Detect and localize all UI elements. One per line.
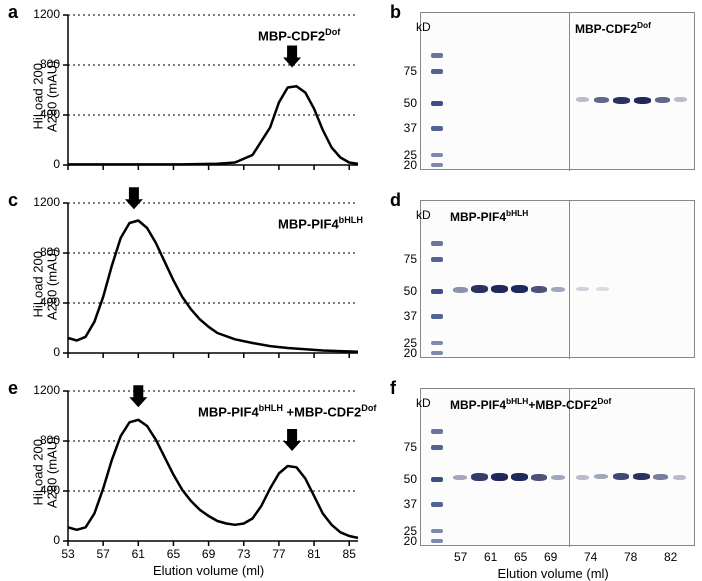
gel-title: MBP-PIF4bHLH+MBP-CDF2Dof (450, 396, 611, 412)
peak-arrow (283, 429, 301, 451)
peak-arrow (125, 187, 143, 209)
mw-marker-label: 50 (404, 284, 417, 298)
y-tick-label: 1200 (33, 7, 60, 21)
x-tick-label: 61 (128, 547, 148, 561)
mw-marker-label: 20 (404, 346, 417, 360)
x-tick-label: 53 (58, 547, 78, 561)
y-tick-label: 0 (53, 533, 60, 547)
mw-marker-label: 75 (404, 64, 417, 78)
chart-title: MBP-PIF4bHLH +MBP-CDF2Dof (198, 403, 376, 419)
x-tick-label: 81 (304, 547, 324, 561)
gel-x-tick: 57 (454, 550, 467, 564)
y-tick-label: 0 (53, 157, 60, 171)
peak-arrow (129, 385, 147, 407)
mw-marker-label: 75 (404, 252, 417, 266)
y-axis-label: HiLoad 200A280 (mAU) (31, 437, 60, 509)
kd-label: kD (416, 20, 431, 34)
kd-label: kD (416, 396, 431, 410)
gel-x-tick: 74 (584, 550, 597, 564)
mw-marker-label: 37 (404, 497, 417, 511)
chart-title: MBP-PIF4bHLH (278, 215, 363, 231)
panel-label-d: d (390, 190, 401, 211)
y-tick-label: 1200 (33, 383, 60, 397)
mw-marker-label: 37 (404, 121, 417, 135)
x-tick-label: 69 (199, 547, 219, 561)
y-tick-label: 0 (53, 345, 60, 359)
gel-x-tick: 61 (484, 550, 497, 564)
panel-label-c: c (8, 190, 18, 211)
kd-label: kD (416, 208, 431, 222)
gel-x-tick: 82 (664, 550, 677, 564)
gel-title: MBP-PIF4bHLH (450, 208, 528, 224)
panel-label-f: f (390, 378, 396, 399)
mw-marker-label: 50 (404, 472, 417, 486)
gel-x-tick: 65 (514, 550, 527, 564)
mw-marker-label: 37 (404, 309, 417, 323)
x-tick-label: 65 (163, 547, 183, 561)
gel-x-tick: 69 (544, 550, 557, 564)
x-tick-label: 57 (93, 547, 113, 561)
chart-title: MBP-CDF2Dof (258, 27, 340, 43)
x-tick-label: 85 (339, 547, 359, 561)
x-tick-label: 73 (234, 547, 254, 561)
panel-label-e: e (8, 378, 18, 399)
x-tick-label: 77 (269, 547, 289, 561)
mw-marker-label: 75 (404, 440, 417, 454)
y-axis-label: HiLoad 200A280 (mAU) (31, 249, 60, 321)
gel-image (420, 12, 695, 170)
y-tick-label: 1200 (33, 195, 60, 209)
panel-label-a: a (8, 2, 18, 23)
mw-marker-label: 20 (404, 158, 417, 172)
mw-marker-label: 50 (404, 96, 417, 110)
gel-x-tick: 78 (624, 550, 637, 564)
x-axis-label: Elution volume (ml) (153, 563, 264, 578)
y-axis-label: HiLoad 200A280 (mAU) (31, 61, 60, 133)
mw-marker-label: 20 (404, 534, 417, 548)
gel-title: MBP-CDF2Dof (575, 20, 651, 36)
peak-arrow (283, 46, 301, 68)
panel-label-b: b (390, 2, 401, 23)
